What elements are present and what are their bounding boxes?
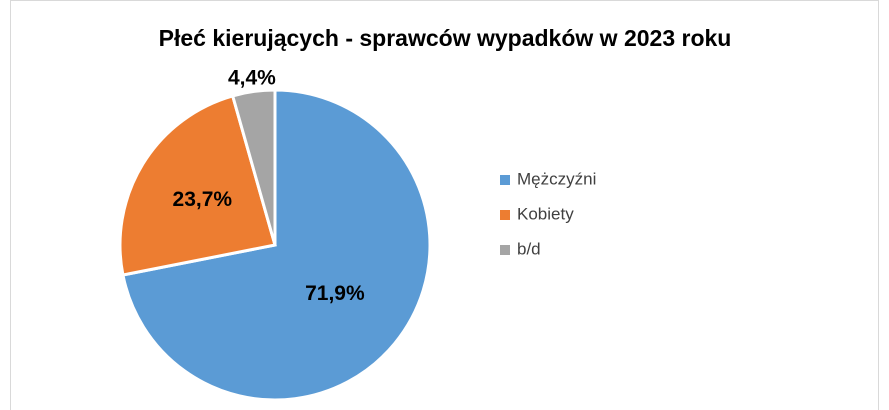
- pie-slice: [118, 94, 277, 277]
- data-label: 4,4%: [228, 67, 276, 90]
- legend-label: Kobiety: [517, 204, 574, 223]
- pie-slice: [230, 88, 277, 246]
- legend-swatch: [500, 210, 510, 220]
- data-label: 71,9%: [305, 282, 365, 305]
- legend-swatch: [500, 245, 510, 255]
- legend-label: Mężczyźni: [517, 169, 596, 188]
- chart-title: Płeć kierujących - sprawców wypadków w 2…: [159, 25, 732, 51]
- legend-swatch: [500, 175, 510, 185]
- legend-label: b/d: [517, 239, 541, 258]
- data-label: 23,7%: [173, 188, 233, 211]
